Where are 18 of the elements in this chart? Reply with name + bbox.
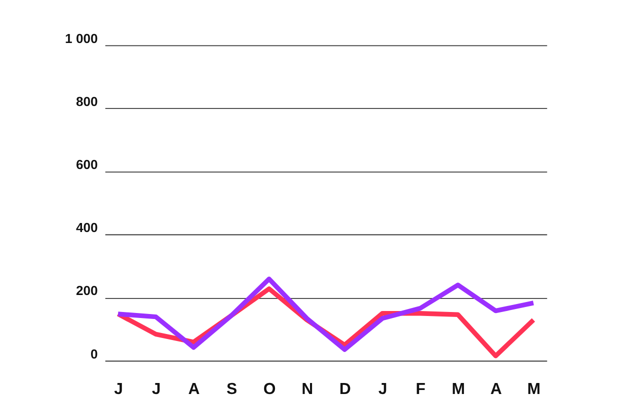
x-tick-label: A [188,380,200,398]
x-tick-label: F [416,380,426,398]
x-tick-label: O [263,380,276,398]
y-tick-label: 800 [76,94,98,109]
y-tick-label: 0 [90,346,98,362]
x-tick-label: J [378,380,388,398]
x-tick-label: M [527,380,541,398]
x-tick-label: J [114,380,123,398]
y-tick-label: 1 000 [65,30,98,46]
x-tick-label: J [152,380,161,398]
x-tick-label: N [302,380,314,398]
y-tick-label: 200 [76,283,98,298]
y-tick-label: 400 [76,220,98,236]
x-tick-label: D [339,380,351,398]
x-tick-label: S [226,380,238,398]
y-tick-label: 600 [76,157,98,172]
x-tick-label: M [452,380,466,398]
x-tick-label: A [490,380,502,398]
